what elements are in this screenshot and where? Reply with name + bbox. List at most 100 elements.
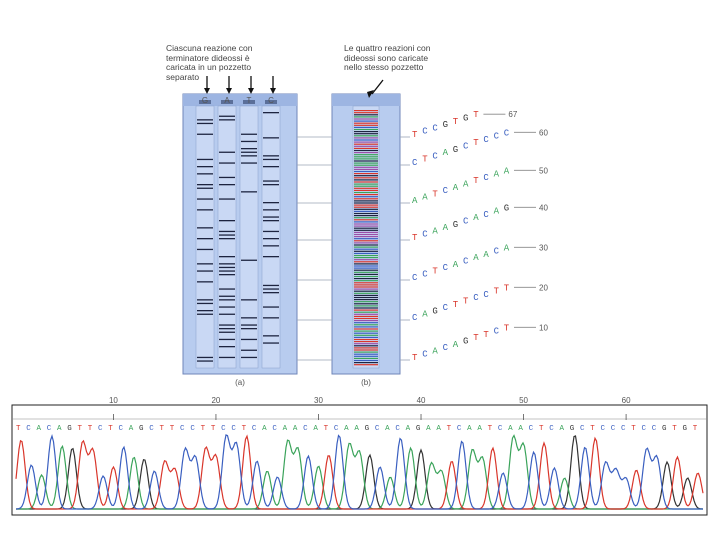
trace-letter: C	[395, 425, 400, 433]
band-b	[354, 191, 378, 194]
trace-letter: A	[385, 425, 390, 433]
band-b	[354, 116, 378, 118]
band-b	[354, 141, 378, 143]
band-b	[354, 269, 378, 271]
diagonal-sequences: T C C G T G T 67C T C A G C T C C C 60A A T C A A T C A A 50T C A A G C A…	[412, 110, 548, 363]
band-b	[354, 246, 378, 248]
trace-letter: A	[283, 425, 288, 433]
band-b	[354, 296, 378, 299]
band-b	[354, 227, 378, 229]
band	[241, 151, 257, 153]
band-b	[354, 118, 378, 120]
well-0	[199, 100, 211, 104]
band-b	[354, 223, 378, 225]
band	[219, 324, 235, 326]
row-number-6: 10	[539, 323, 548, 332]
trace-letter: A	[477, 425, 482, 433]
band	[197, 313, 213, 315]
band-b	[354, 168, 378, 170]
trace-letter: C	[119, 425, 124, 433]
band-b	[354, 309, 378, 311]
band	[219, 328, 235, 330]
seq-letter: C	[443, 186, 449, 196]
seq-letter: G	[463, 114, 468, 124]
guide-lines	[297, 136, 410, 361]
band	[197, 133, 213, 135]
band-b	[354, 128, 378, 131]
band-b	[354, 263, 378, 265]
seq-letter: C	[463, 217, 469, 227]
band-b	[354, 286, 378, 288]
band-b	[354, 359, 378, 362]
band-b	[354, 139, 378, 141]
band-b	[354, 357, 378, 359]
band	[263, 230, 279, 233]
band-b	[354, 257, 378, 259]
seq-letter: T	[473, 176, 479, 186]
band-b	[354, 362, 378, 364]
trace-letter: C	[231, 425, 236, 433]
panel-a-label: (a)	[235, 378, 245, 387]
seq-letter: T	[473, 333, 479, 343]
trace-letter: A	[262, 425, 267, 433]
gel-panel-b	[331, 79, 401, 375]
band-b	[354, 311, 378, 313]
tick-label-0: 10	[109, 396, 118, 405]
band	[219, 115, 235, 117]
row-number-4: 30	[539, 243, 548, 252]
band-b	[354, 137, 378, 139]
band	[263, 202, 279, 204]
lane-2	[239, 105, 259, 369]
band-b	[354, 200, 378, 202]
seq-letter: C	[443, 263, 449, 273]
band-b	[354, 219, 378, 221]
band	[219, 331, 235, 333]
band-b	[354, 315, 378, 317]
band	[197, 238, 213, 240]
band-b	[354, 299, 378, 301]
band-b	[354, 347, 378, 349]
band	[219, 266, 235, 269]
band	[197, 356, 213, 359]
trace-letter: T	[170, 425, 175, 433]
seq-letter: C	[483, 290, 489, 300]
trace-letter: C	[549, 425, 554, 433]
band-b	[354, 345, 378, 347]
band-b	[354, 122, 378, 124]
seq-letter: C	[422, 270, 428, 280]
tick-label-4: 50	[519, 396, 528, 405]
trace-letter: A	[406, 425, 411, 433]
band	[197, 270, 213, 272]
seq-letter: C	[494, 132, 500, 142]
loading-arrows	[204, 76, 276, 94]
trace-letter: C	[600, 425, 605, 433]
band-b	[354, 110, 378, 112]
band	[263, 292, 279, 294]
seq-letter: C	[483, 135, 489, 145]
band-b	[354, 301, 378, 303]
trace-curve-C	[15, 433, 703, 510]
band-b	[354, 336, 378, 338]
band	[263, 158, 279, 161]
band-b	[354, 288, 378, 290]
tick-label-5: 60	[622, 396, 631, 405]
lane-3	[261, 105, 281, 369]
band	[219, 119, 235, 121]
lane-label-3: C	[268, 96, 274, 105]
seq-letter: A	[453, 340, 459, 350]
band	[263, 184, 279, 186]
band-b	[354, 198, 378, 200]
band-b	[354, 229, 378, 231]
trace-letter: A	[129, 425, 134, 433]
band-b	[354, 143, 378, 145]
trace-letter: C	[375, 425, 380, 433]
trace-letter: T	[78, 425, 83, 433]
band-b	[354, 244, 378, 246]
band-b	[354, 185, 378, 187]
trace-letter: G	[682, 425, 687, 433]
band-b	[354, 166, 378, 168]
band-b	[354, 189, 378, 191]
band	[241, 317, 257, 319]
band-b	[354, 278, 378, 280]
